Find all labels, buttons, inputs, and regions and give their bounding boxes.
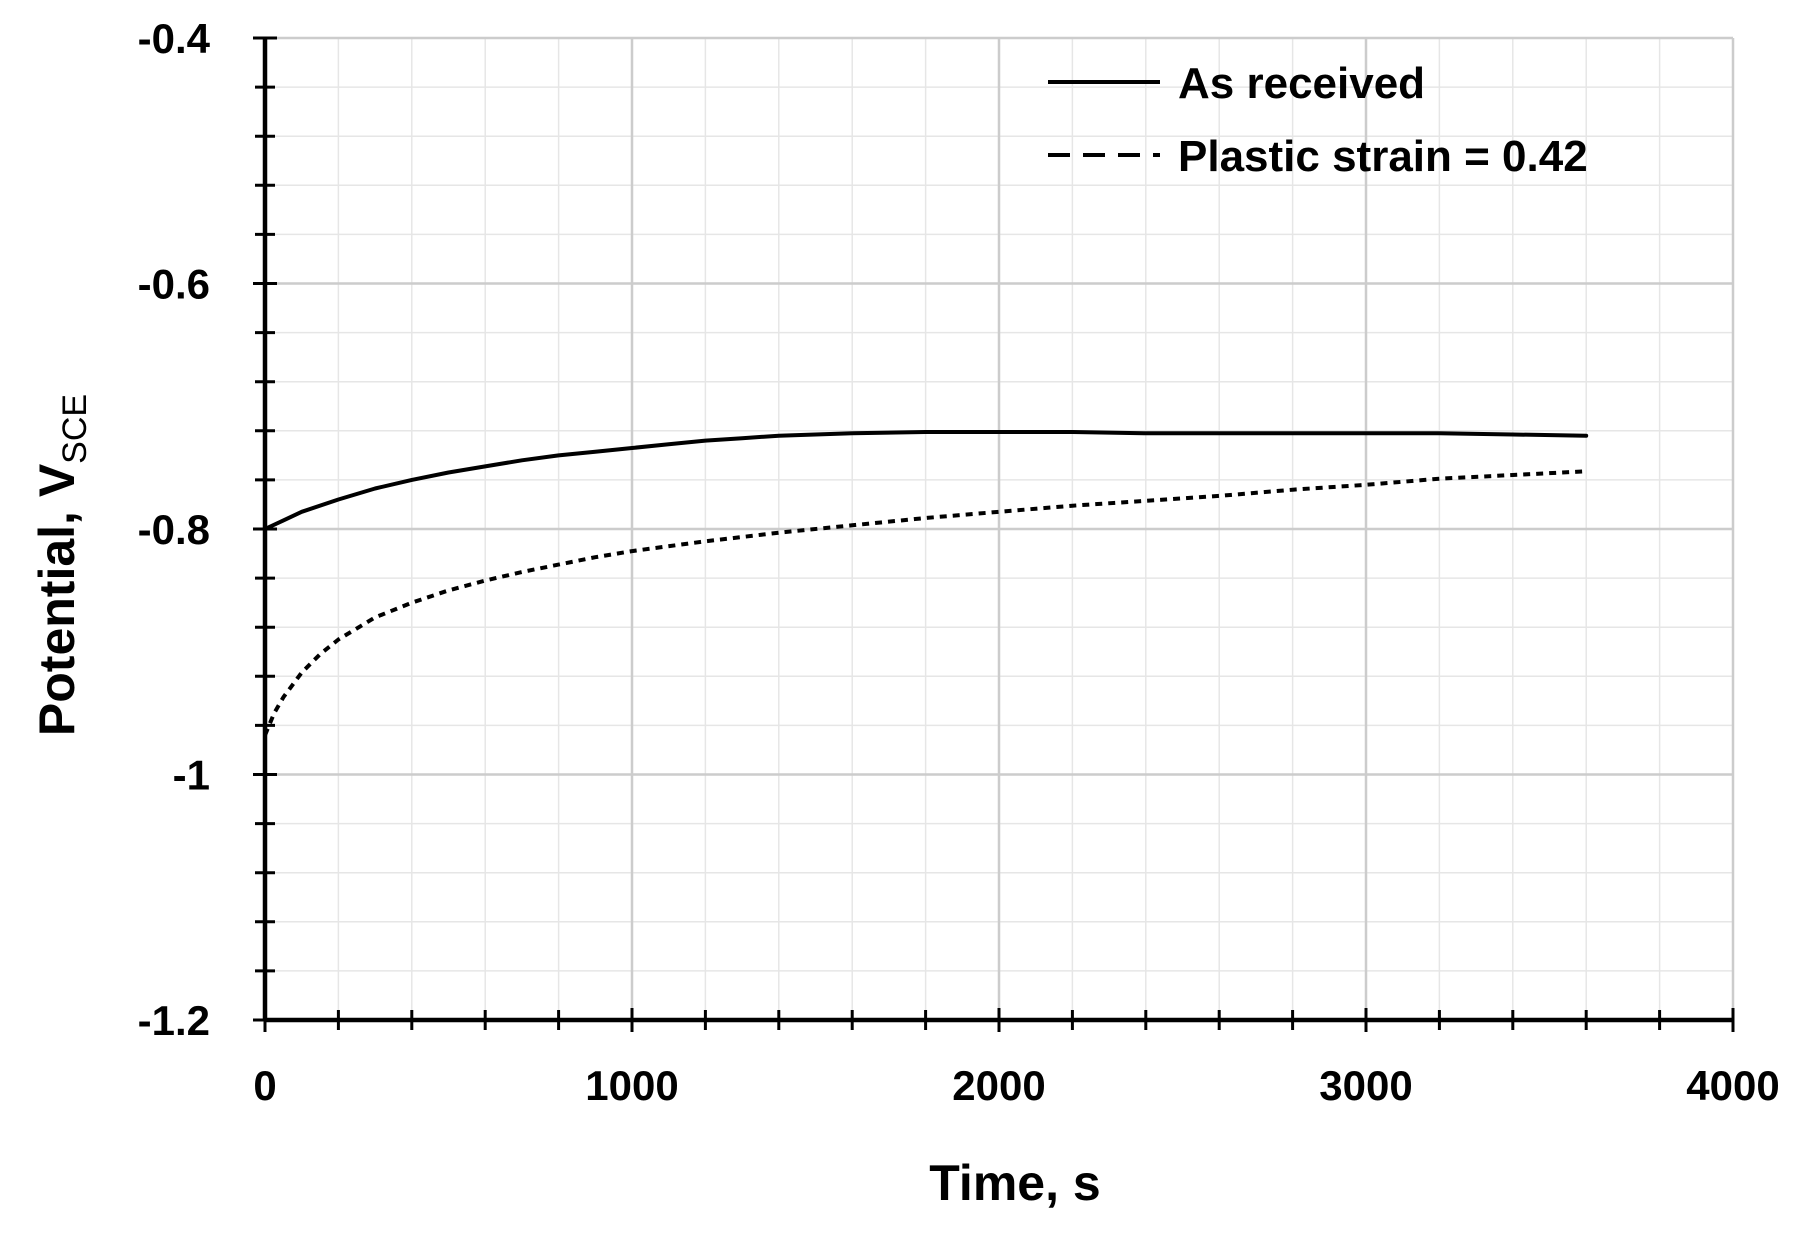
y-tick-label: -1.2 bbox=[138, 997, 210, 1044]
x-tick-label: 2000 bbox=[952, 1062, 1045, 1109]
series-line-1 bbox=[263, 430, 1589, 531]
x-tick-label: 4000 bbox=[1686, 1062, 1779, 1109]
x-tick-label: 0 bbox=[253, 1062, 276, 1109]
y-tick-label: -0.6 bbox=[138, 261, 210, 308]
x-tick-label: 1000 bbox=[585, 1062, 678, 1109]
series-group bbox=[263, 430, 1589, 736]
y-tick-label: -0.4 bbox=[138, 15, 211, 62]
x-axis-title: Time, s bbox=[929, 1155, 1100, 1211]
y-tick-label: -0.8 bbox=[138, 506, 210, 553]
y-axis-title: Potential, VSCE bbox=[29, 394, 94, 736]
series-line-2 bbox=[263, 469, 1587, 736]
legend: As received Plastic strain = 0.42 bbox=[1048, 59, 1588, 181]
legend-label-2: Plastic strain = 0.42 bbox=[1178, 132, 1588, 181]
grid bbox=[265, 36, 1735, 1020]
y-axis-title-main: Potential, V bbox=[29, 463, 85, 736]
axes: 0 1000 2000 3000 4000 -0.4 -0.6 -0.8 -1 -1.2 bbox=[138, 15, 1780, 1109]
labels: Time, s Potential, VSCE bbox=[29, 394, 1101, 1211]
legend-label-1: As received bbox=[1178, 59, 1425, 108]
x-tick-label: 3000 bbox=[1319, 1062, 1412, 1109]
y-tick-label: -1 bbox=[173, 752, 210, 799]
y-axis-title-subscript: SCE bbox=[56, 394, 94, 464]
